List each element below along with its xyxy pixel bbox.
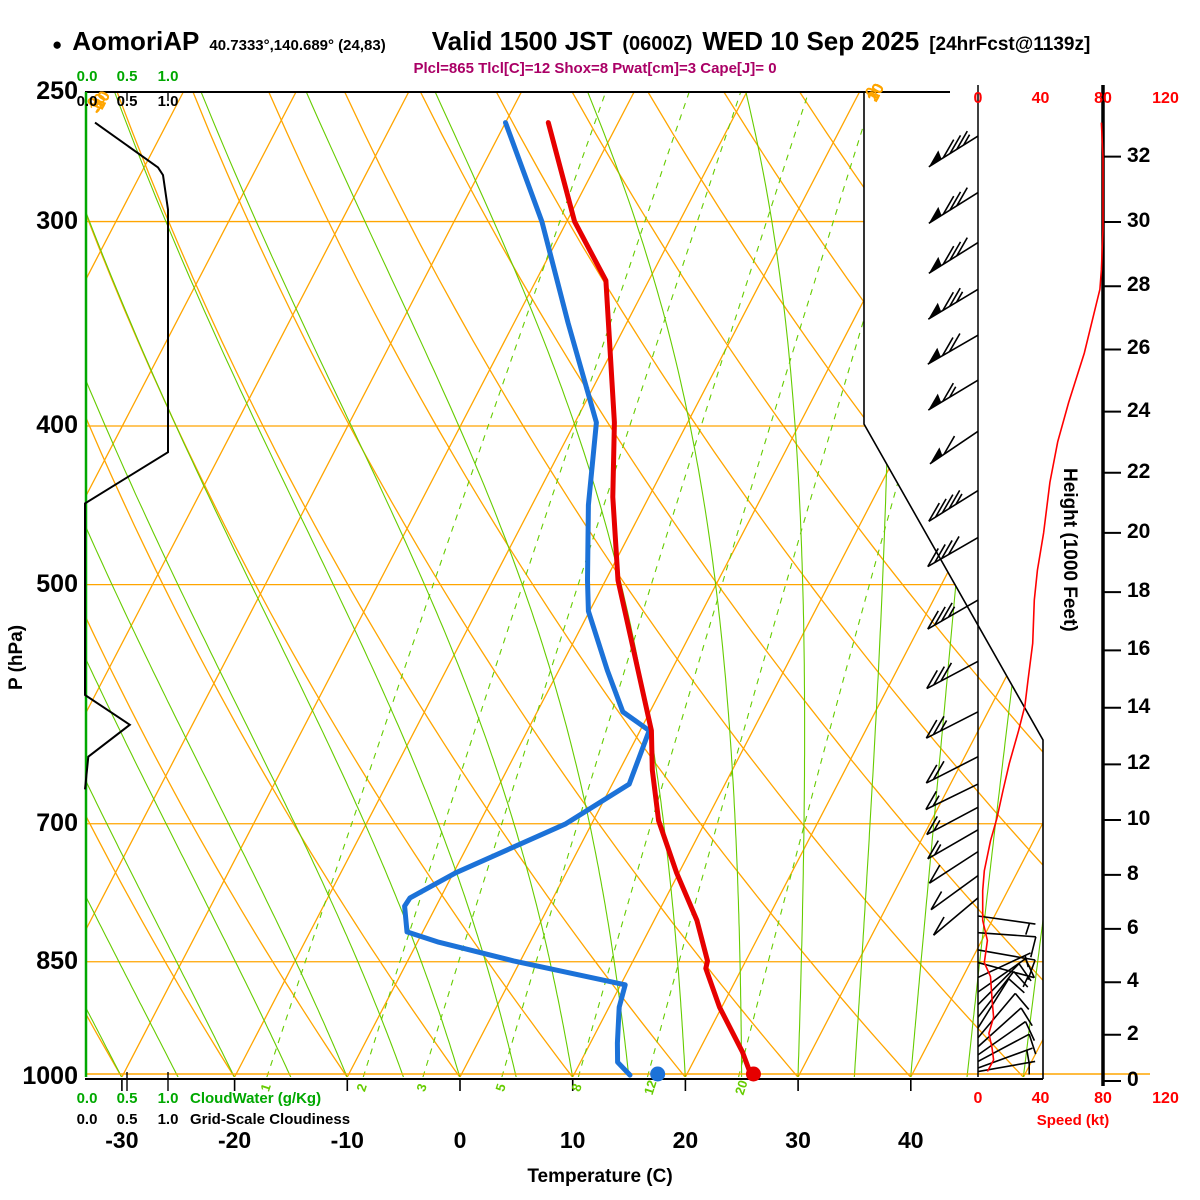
speed-tick-label: 40 xyxy=(1031,1090,1050,1107)
height-tick-label: 10 xyxy=(1127,806,1151,830)
height-tick-label: 4 xyxy=(1127,969,1139,993)
height-tick-label: 24 xyxy=(1127,398,1151,422)
speed-tick-label: 40 xyxy=(1031,90,1050,107)
cloudwater-scale-label: 1.0 xyxy=(157,1090,179,1107)
temp-tick-label: 10 xyxy=(559,1127,586,1153)
cloudiness-scale-label: 0.5 xyxy=(116,1111,138,1128)
temp-tick-label: 0 xyxy=(453,1127,467,1153)
pressure-tick-label: 850 xyxy=(36,946,78,975)
speed-tick-label: 120 xyxy=(1152,90,1179,107)
speed-tick-label: 80 xyxy=(1094,1090,1112,1107)
pressure-tick-label: 1000 xyxy=(22,1062,78,1091)
height-tick-label: 12 xyxy=(1127,751,1151,775)
cloudwater-scale-label: 0.0 xyxy=(76,1090,98,1107)
height-tick-label: 32 xyxy=(1127,143,1151,167)
cloudiness-axis-title: Grid-Scale Cloudiness xyxy=(190,1111,351,1128)
temp-tick-label: 30 xyxy=(785,1127,811,1153)
valid-time-z: (0600Z) xyxy=(622,33,693,55)
height-tick-label: 0 xyxy=(1127,1068,1139,1091)
height-tick-label: 2 xyxy=(1127,1021,1139,1045)
height-tick-label: 22 xyxy=(1127,459,1151,483)
height-tick-label: 18 xyxy=(1127,579,1151,603)
temp-tick-label: -20 xyxy=(217,1127,252,1153)
temp-tick-label: 40 xyxy=(898,1127,924,1153)
pressure-axis-title: P (hPa) xyxy=(6,624,27,690)
valid-date: WED 10 Sep 2025 xyxy=(702,26,920,56)
cloudiness-scale-label: 1.0 xyxy=(157,1111,179,1128)
height-tick-label: 30 xyxy=(1127,208,1151,232)
height-tick-label: 20 xyxy=(1127,519,1151,543)
speed-tick-label: 120 xyxy=(1152,1090,1179,1107)
cloudiness-scale-label: 0.5 xyxy=(116,93,138,110)
pressure-tick-label: 400 xyxy=(36,411,78,440)
height-tick-label: 14 xyxy=(1127,694,1151,718)
station-coords: 40.7333°,140.689° (24,83) xyxy=(209,37,386,54)
station-name: AomoriAP xyxy=(72,26,200,56)
speed-axis-title: Speed (kt) xyxy=(1036,1112,1110,1129)
station-bullet-icon: ● xyxy=(52,35,63,54)
chart-title: ● AomoriAP 40.7333°,140.689° (24,83) Val… xyxy=(52,26,1090,57)
temp-tick-label: -10 xyxy=(330,1127,364,1153)
cloudwater-scale-label: 0.5 xyxy=(116,68,138,85)
speed-tick-label: 0 xyxy=(973,90,983,107)
temp-tick-label: -30 xyxy=(105,1127,139,1153)
cloudwater-scale-label: 1.0 xyxy=(157,68,179,85)
height-tick-label: 6 xyxy=(1127,915,1139,939)
cloudiness-scale-label: 1.0 xyxy=(157,93,179,110)
sounding-parameters: Plcl=865 Tlcl[C]=12 Shox=8 Pwat[cm]=3 Ca… xyxy=(413,60,777,77)
cloudwater-scale-label: 0.5 xyxy=(116,1090,138,1107)
pressure-tick-label: 250 xyxy=(36,77,78,105)
cloudiness-scale-label: 0.0 xyxy=(76,1111,98,1128)
height-tick-label: 26 xyxy=(1127,336,1151,360)
pressure-tick-label: 700 xyxy=(36,808,78,837)
pressure-tick-label: 300 xyxy=(36,206,78,235)
forecast-tag: [24hrFcst@1139z] xyxy=(929,34,1091,55)
temperature-axis-title: Temperature (C) xyxy=(527,1166,673,1187)
height-tick-label: 16 xyxy=(1127,637,1151,661)
cloudiness-scale-label: 0.0 xyxy=(76,93,98,110)
height-tick-label: 28 xyxy=(1127,273,1151,297)
cloudwater-scale-label: 0.0 xyxy=(76,68,98,85)
cloudwater-axis-title: CloudWater (g/Kg) xyxy=(190,1090,322,1107)
speed-tick-label: 80 xyxy=(1094,90,1112,107)
height-axis-title: Height (1000 Feet) xyxy=(1059,468,1080,632)
height-tick-label: 8 xyxy=(1127,861,1139,885)
pressure-tick-label: 500 xyxy=(36,569,78,598)
temp-tick-label: 20 xyxy=(672,1127,699,1153)
speed-tick-label: 0 xyxy=(973,1090,983,1107)
valid-time: Valid 1500 JST xyxy=(431,26,613,56)
